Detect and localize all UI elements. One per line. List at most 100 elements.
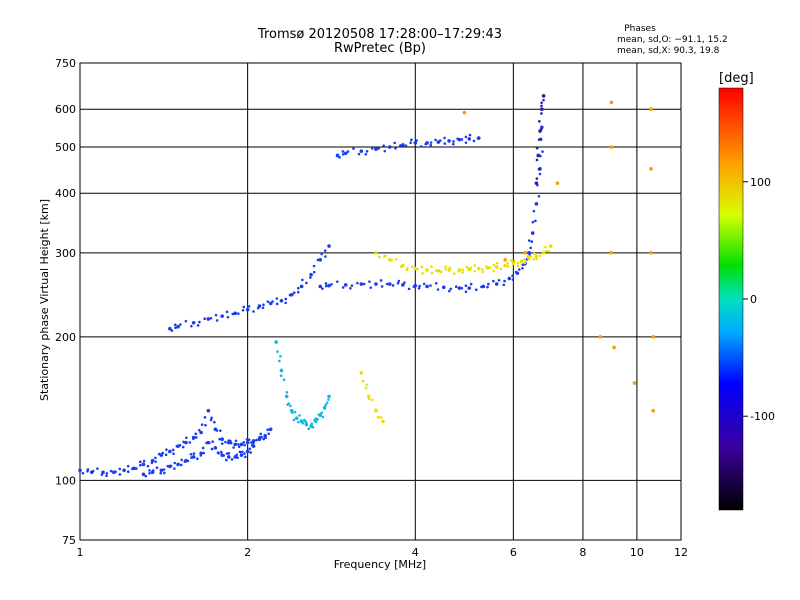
data-point bbox=[502, 283, 506, 287]
data-point bbox=[324, 282, 328, 285]
data-point bbox=[357, 152, 361, 156]
data-point bbox=[465, 265, 469, 269]
data-point bbox=[114, 470, 117, 474]
data-point bbox=[261, 306, 265, 310]
data-point bbox=[257, 304, 262, 308]
data-point bbox=[159, 471, 163, 475]
data-point bbox=[394, 147, 397, 150]
data-point bbox=[191, 455, 196, 459]
data-point bbox=[448, 266, 452, 269]
data-point bbox=[476, 136, 481, 140]
data-point bbox=[516, 261, 520, 265]
data-point bbox=[503, 258, 507, 262]
data-point bbox=[548, 244, 553, 248]
data-point bbox=[197, 428, 201, 432]
data-point bbox=[126, 470, 130, 474]
data-point bbox=[173, 461, 177, 465]
data-point bbox=[366, 394, 371, 399]
data-point bbox=[81, 471, 85, 475]
data-point bbox=[180, 458, 183, 462]
data-point bbox=[297, 290, 300, 294]
data-point bbox=[174, 326, 177, 329]
data-point bbox=[436, 288, 440, 291]
data-point bbox=[234, 439, 238, 443]
data-point bbox=[439, 270, 443, 274]
data-point bbox=[199, 430, 203, 435]
data-point bbox=[425, 141, 429, 145]
data-point bbox=[211, 440, 214, 443]
data-point bbox=[464, 141, 468, 144]
data-point bbox=[325, 401, 329, 405]
data-point bbox=[429, 284, 432, 287]
data-point bbox=[266, 428, 270, 432]
data-point bbox=[146, 464, 150, 468]
y-tick-label: 75 bbox=[62, 534, 76, 547]
data-point bbox=[159, 468, 164, 473]
data-point bbox=[168, 326, 172, 331]
phases-line-o: mean, sd,O: −91.1, 15.2 bbox=[617, 35, 728, 45]
data-point bbox=[279, 374, 283, 378]
data-point bbox=[330, 282, 333, 286]
data-point bbox=[492, 269, 495, 273]
data-point bbox=[422, 282, 426, 286]
data-point bbox=[507, 276, 512, 281]
data-point bbox=[316, 417, 319, 421]
data-point bbox=[469, 266, 473, 270]
data-point bbox=[530, 231, 535, 235]
data-point bbox=[535, 257, 538, 261]
data-point bbox=[327, 283, 331, 288]
data-point bbox=[226, 455, 231, 459]
colorbar-ticks: 100 0 -100 bbox=[743, 176, 775, 423]
data-point bbox=[195, 436, 198, 439]
data-point bbox=[225, 458, 228, 462]
data-point bbox=[343, 151, 348, 156]
data-point bbox=[632, 381, 637, 385]
data-point bbox=[267, 432, 271, 436]
data-point bbox=[282, 378, 286, 382]
data-point bbox=[430, 271, 434, 275]
x-tick-label: 4 bbox=[412, 546, 419, 559]
data-point bbox=[213, 446, 218, 450]
x-tick-label: 12 bbox=[674, 546, 688, 559]
x-tick-label: 6 bbox=[510, 546, 517, 559]
y-tick-label: 750 bbox=[55, 57, 76, 70]
data-point bbox=[541, 150, 544, 153]
data-point bbox=[380, 285, 384, 288]
data-point bbox=[393, 141, 396, 145]
data-point bbox=[154, 460, 157, 463]
data-point bbox=[324, 255, 327, 258]
data-point bbox=[204, 423, 207, 427]
data-point bbox=[365, 383, 368, 386]
data-point bbox=[350, 284, 354, 287]
data-point bbox=[214, 313, 218, 317]
data-point bbox=[506, 264, 510, 268]
data-point bbox=[184, 440, 188, 445]
data-point bbox=[541, 94, 546, 98]
data-point bbox=[541, 251, 546, 255]
data-point bbox=[487, 282, 490, 286]
data-point bbox=[216, 451, 220, 454]
data-point bbox=[222, 454, 226, 457]
data-point bbox=[135, 467, 138, 470]
data-point bbox=[384, 254, 387, 257]
data-point bbox=[374, 251, 378, 255]
data-point bbox=[447, 289, 451, 293]
data-point bbox=[510, 259, 513, 262]
data-point bbox=[233, 442, 238, 447]
y-axis-label: Stationary phase Virtual Height [km] bbox=[38, 199, 51, 401]
data-point bbox=[264, 436, 268, 440]
data-point bbox=[429, 143, 433, 147]
data-point bbox=[225, 310, 229, 314]
data-point bbox=[148, 471, 151, 475]
data-point bbox=[275, 297, 279, 300]
data-point bbox=[404, 144, 408, 147]
data-point bbox=[377, 147, 380, 150]
data-point bbox=[335, 153, 340, 158]
data-point bbox=[534, 181, 539, 185]
data-point bbox=[210, 447, 214, 451]
data-point bbox=[289, 404, 292, 408]
data-point bbox=[542, 98, 545, 102]
data-point bbox=[296, 286, 300, 290]
data-point bbox=[362, 282, 366, 286]
